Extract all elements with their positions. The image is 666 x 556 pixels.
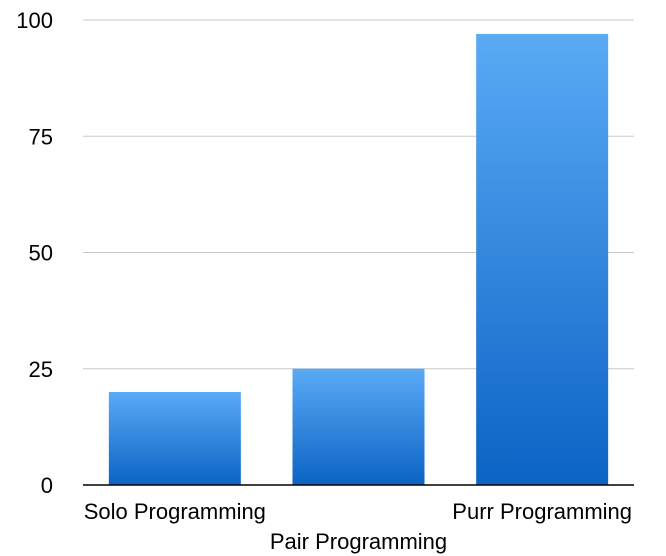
y-tick-label-0: 0 (41, 473, 53, 498)
bars (108, 33, 609, 485)
bar-solo-programming (108, 392, 241, 485)
y-tick-label-25: 25 (29, 357, 53, 382)
y-tick-label-50: 50 (29, 241, 53, 266)
x-category-label-pair-programming: Pair Programming (270, 529, 447, 554)
bar-purr-programming (476, 33, 609, 485)
y-tick-label-75: 75 (29, 124, 53, 149)
y-tick-label-100: 100 (16, 8, 53, 33)
bar-pair-programming (292, 368, 425, 485)
x-category-label-purr-programming: Purr Programming (452, 499, 632, 524)
x-category-label-solo-programming: Solo Programming (84, 499, 266, 524)
